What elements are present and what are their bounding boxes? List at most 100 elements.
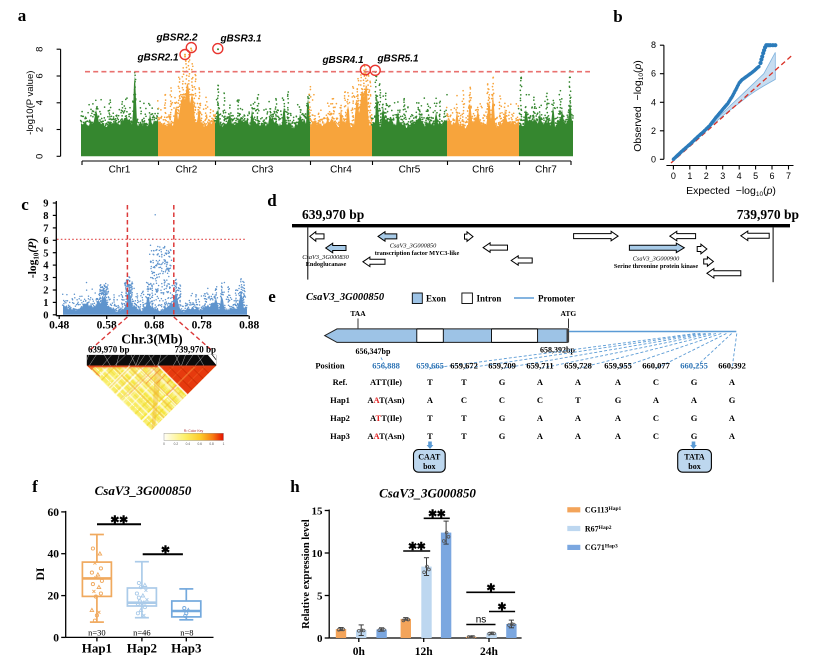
svg-text:G: G xyxy=(499,377,506,387)
svg-text:659,665: 659,665 xyxy=(416,361,444,371)
svg-text:8: 8 xyxy=(43,211,48,222)
svg-text:gBSR2.1: gBSR2.1 xyxy=(136,53,179,64)
svg-text:A: A xyxy=(691,395,698,405)
svg-text:Hap2: Hap2 xyxy=(127,641,157,656)
svg-text:A: A xyxy=(615,431,622,441)
svg-text:d: d xyxy=(267,191,277,210)
svg-text:0: 0 xyxy=(317,633,323,645)
svg-text:660,077: 660,077 xyxy=(642,361,670,371)
svg-text:3: 3 xyxy=(43,273,48,284)
svg-text:TATA: TATA xyxy=(684,453,705,462)
svg-text:n=8: n=8 xyxy=(180,628,193,638)
svg-text:Chr.3(Mb): Chr.3(Mb) xyxy=(121,332,182,347)
svg-text:A: A xyxy=(537,431,544,441)
svg-text:0: 0 xyxy=(651,154,656,164)
svg-text:0.48: 0.48 xyxy=(49,320,69,332)
svg-text:C: C xyxy=(499,395,505,405)
svg-text:40: 40 xyxy=(48,549,60,561)
svg-text:6: 6 xyxy=(651,69,656,79)
svg-text:2: 2 xyxy=(43,286,48,297)
svg-text:Endoglucanase: Endoglucanase xyxy=(306,261,347,268)
svg-text:656,888: 656,888 xyxy=(372,361,400,371)
svg-text:A: A xyxy=(537,377,544,387)
svg-text:AAT(Asn): AAT(Asn) xyxy=(367,395,404,405)
svg-text:C: C xyxy=(653,377,659,387)
svg-text:h: h xyxy=(290,477,300,496)
svg-text:A: A xyxy=(575,413,582,423)
svg-text:DI: DI xyxy=(35,567,47,580)
svg-text:1: 1 xyxy=(687,171,692,181)
svg-text:Hap3: Hap3 xyxy=(330,431,350,441)
svg-text:CG113Hap1: CG113Hap1 xyxy=(585,506,622,515)
svg-text:Chr7: Chr7 xyxy=(535,165,557,176)
svg-text:0: 0 xyxy=(163,442,165,446)
svg-text:0h: 0h xyxy=(353,646,366,658)
svg-text:G: G xyxy=(729,395,736,405)
svg-text:4: 4 xyxy=(651,97,656,107)
svg-text:A: A xyxy=(537,413,544,423)
svg-text:gBSR3.1: gBSR3.1 xyxy=(219,34,262,45)
svg-text:A: A xyxy=(653,395,660,405)
svg-text:ATT(Ile): ATT(Ile) xyxy=(370,413,402,423)
svg-text:CsaV3_3G000850: CsaV3_3G000850 xyxy=(95,483,192,498)
svg-text:gBSR5.1: gBSR5.1 xyxy=(376,54,419,65)
svg-text:R² Color Key: R² Color Key xyxy=(184,429,204,433)
svg-text:A: A xyxy=(575,431,582,441)
svg-text:A: A xyxy=(427,395,434,405)
svg-text:-log10(P value): -log10(P value) xyxy=(25,71,36,135)
svg-text:G: G xyxy=(499,431,506,441)
svg-text:ns: ns xyxy=(476,615,487,626)
svg-text:4: 4 xyxy=(35,100,46,105)
svg-text:Promoter: Promoter xyxy=(538,294,575,304)
svg-text:7: 7 xyxy=(786,171,791,181)
svg-text:8: 8 xyxy=(651,40,656,50)
svg-text:✱: ✱ xyxy=(161,544,170,556)
svg-text:TAA: TAA xyxy=(350,309,366,318)
svg-text:0: 0 xyxy=(35,154,46,159)
svg-text:C: C xyxy=(461,395,467,405)
svg-text:24h: 24h xyxy=(480,646,499,658)
svg-text:Chr4: Chr4 xyxy=(330,165,352,176)
svg-text:6: 6 xyxy=(43,236,48,247)
svg-text:✱: ✱ xyxy=(497,602,506,614)
svg-text:1: 1 xyxy=(43,298,48,309)
svg-text:b: b xyxy=(613,7,622,26)
svg-text:Serine threonine protein kinas: Serine threonine protein kinase xyxy=(614,263,698,270)
svg-text:box: box xyxy=(688,462,700,471)
svg-text:T: T xyxy=(461,377,467,387)
svg-text:10: 10 xyxy=(312,548,324,560)
svg-text:5: 5 xyxy=(317,591,323,603)
svg-text:Exon: Exon xyxy=(426,294,446,304)
svg-text:A: A xyxy=(575,377,582,387)
svg-text:Hap1: Hap1 xyxy=(330,395,350,405)
svg-text:CAAT: CAAT xyxy=(418,453,441,462)
svg-text:Ref.: Ref. xyxy=(333,377,348,387)
svg-text:6: 6 xyxy=(35,73,46,78)
svg-text:a: a xyxy=(18,6,27,25)
svg-text:n=46: n=46 xyxy=(133,628,151,638)
svg-text:5: 5 xyxy=(43,248,48,259)
svg-text:0.58: 0.58 xyxy=(97,320,117,332)
svg-text:T: T xyxy=(427,413,433,423)
svg-text:✱: ✱ xyxy=(486,582,495,594)
svg-text:Chr1: Chr1 xyxy=(109,165,131,176)
svg-text:660,392: 660,392 xyxy=(718,361,746,371)
svg-text:A: A xyxy=(729,431,736,441)
svg-text:0.78: 0.78 xyxy=(192,320,212,332)
svg-text:659,672: 659,672 xyxy=(450,361,478,371)
svg-text:0.6: 0.6 xyxy=(197,442,202,446)
svg-text:CsaV3_3G000830: CsaV3_3G000830 xyxy=(302,254,349,261)
svg-text:60: 60 xyxy=(48,507,60,519)
svg-text:n=30: n=30 xyxy=(88,628,106,638)
svg-text:658,392bp: 658,392bp xyxy=(540,346,575,355)
svg-text:G: G xyxy=(691,413,698,423)
svg-text:C: C xyxy=(537,395,543,405)
svg-text:4: 4 xyxy=(43,261,49,272)
svg-text:Hap2: Hap2 xyxy=(330,413,350,423)
svg-text:R67Hap2: R67Hap2 xyxy=(585,524,612,533)
svg-text:15: 15 xyxy=(312,506,324,518)
svg-text:e: e xyxy=(268,287,276,306)
svg-text:Chr3: Chr3 xyxy=(252,165,274,176)
svg-text:T: T xyxy=(461,413,467,423)
svg-text:G: G xyxy=(691,431,698,441)
